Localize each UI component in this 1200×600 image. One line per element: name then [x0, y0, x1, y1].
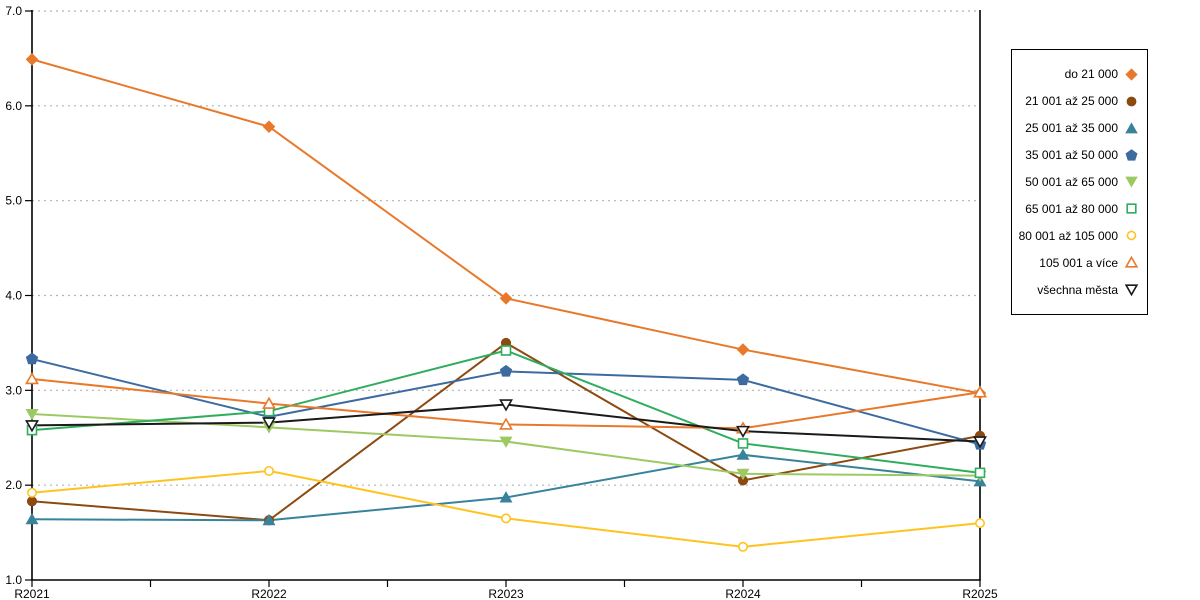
legend-item-label: 80 001 až 105 000	[1018, 228, 1118, 243]
marker-triangle-down	[25, 420, 39, 433]
marker-circle	[737, 541, 748, 552]
legend-item-label: 35 001 až 50 000	[1025, 148, 1118, 163]
legend-marker-icon	[1125, 148, 1138, 161]
marker-triangle-down	[736, 425, 750, 439]
x-tick-label: R2024	[725, 587, 761, 600]
legend-item-label: 25 001 až 35 000	[1025, 121, 1118, 136]
marker-square	[737, 438, 749, 449]
legend-item: 105 001 a více	[1012, 255, 1147, 270]
legend-marker-icon	[1125, 177, 1138, 189]
marker-triangle-up	[262, 513, 276, 526]
y-tick-label: 3.0	[5, 383, 22, 397]
legend-item: do 21 000	[1012, 67, 1147, 82]
x-tick-label: R2023	[488, 587, 524, 600]
legend-item-label: 50 001 až 65 000	[1025, 174, 1118, 189]
marker-diamond	[499, 292, 513, 305]
marker-pentagon	[736, 373, 750, 386]
marker-circle	[1126, 230, 1137, 241]
series-line-2	[31, 453, 981, 522]
series-line-6	[31, 469, 981, 548]
marker-diamond	[262, 120, 276, 134]
marker-triangle-down	[499, 399, 513, 412]
legend-item-label: 105 001 a více	[1039, 255, 1118, 270]
marker-triangle-up	[1125, 122, 1138, 133]
legend-marker-icon	[1126, 96, 1137, 107]
marker-triangle-up	[499, 417, 513, 430]
y-tick-label: 7.0	[5, 4, 22, 18]
marker-pentagon	[1125, 148, 1138, 161]
legend-marker-icon	[1125, 122, 1138, 133]
y-tick-label: 4.0	[5, 289, 22, 303]
marker-triangle-up	[499, 491, 513, 503]
marker-pentagon	[499, 364, 513, 377]
marker-triangle-down	[499, 436, 513, 448]
marker-triangle-up	[1124, 255, 1139, 268]
marker-triangle-down	[262, 417, 276, 430]
x-tick-label: R2025	[962, 587, 998, 600]
marker-diamond	[1125, 68, 1138, 81]
marker-diamond	[25, 53, 39, 66]
legend-item: 21 001 až 25 000	[1012, 94, 1147, 109]
y-tick-label: 6.0	[5, 99, 22, 113]
marker-circle	[974, 518, 985, 529]
legend-item-label: 65 001 až 80 000	[1025, 201, 1118, 216]
legend-item-label: do 21 000	[1064, 67, 1118, 82]
legend-item: 50 001 až 65 000	[1012, 174, 1147, 189]
marker-triangle-down	[1125, 177, 1138, 189]
chart-legend: do 21 000 21 001 až 25 000 25 001 až 35 00…	[1011, 49, 1148, 315]
legend-marker-icon	[1124, 255, 1139, 268]
marker-triangle-up	[262, 396, 276, 409]
legend-item: 65 001 až 80 000	[1012, 201, 1147, 216]
y-tick-label: 2.0	[5, 478, 22, 492]
legend-item: všechna města	[1012, 282, 1147, 297]
legend-item-label: všechna města	[1037, 282, 1118, 297]
marker-square	[1126, 203, 1137, 214]
y-tick-label: 1.0	[5, 573, 22, 587]
marker-circle	[1126, 96, 1137, 107]
x-tick-label: R2021	[14, 587, 50, 600]
x-tick-label: R2022	[251, 587, 287, 600]
marker-triangle-up	[25, 372, 39, 385]
legend-item: 25 001 až 35 000	[1012, 121, 1147, 136]
marker-circle	[26, 487, 37, 498]
marker-triangle-up	[973, 385, 987, 398]
marker-circle	[500, 513, 511, 524]
marker-triangle-down	[25, 409, 39, 421]
marker-triangle-down	[736, 468, 750, 481]
marker-diamond	[736, 343, 750, 356]
legend-marker-icon	[1125, 68, 1138, 81]
y-tick-label: 5.0	[5, 194, 22, 208]
marker-triangle-up	[736, 448, 750, 460]
marker-circle	[26, 496, 38, 507]
legend-marker-icon	[1126, 230, 1137, 241]
marker-triangle-up	[25, 512, 39, 525]
legend-item-label: 21 001 až 25 000	[1025, 94, 1118, 109]
legend-marker-icon	[1124, 284, 1139, 297]
marker-square	[974, 467, 986, 479]
marker-triangle-down	[973, 436, 987, 449]
marker-triangle-down	[1124, 284, 1139, 297]
legend-item: 35 001 až 50 000	[1012, 148, 1147, 163]
legend-item: 80 001 až 105 000	[1012, 228, 1147, 243]
marker-square	[500, 345, 512, 356]
legend-marker-icon	[1126, 203, 1137, 214]
marker-circle	[263, 465, 274, 476]
marker-pentagon	[25, 352, 39, 365]
